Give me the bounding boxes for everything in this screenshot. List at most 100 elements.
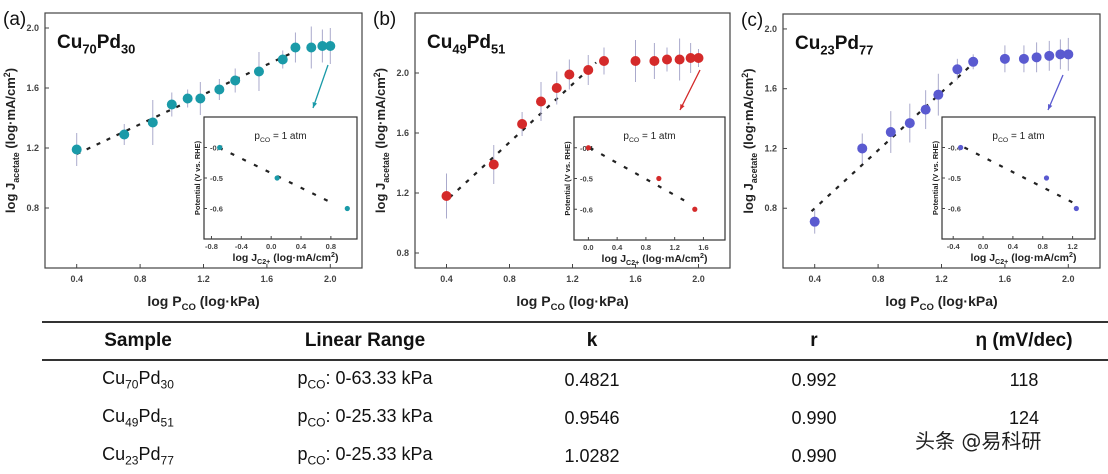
x-tick-label: 0.4 [70,274,83,284]
data-point [968,56,979,67]
x-tick-label: 0.8 [134,274,147,284]
text-part: 2 [700,252,704,260]
y-tick-label: 1.6 [26,83,39,93]
text-part: log J [233,252,258,264]
inset-y-axis-label: Potential (V vs. RHE) [563,141,572,216]
chart-panel-b: (b) Cu49Pd51 0.4 0.8 1.2 1.6 2.0 0.8 1.2 1.6 2.0 lo… [372,9,731,313]
text-part: p [623,131,629,142]
cell-linear-range: pCO: 0-25.33 kPa [234,437,496,474]
data-point [325,41,336,51]
inset-data-point [217,144,223,151]
panel-label: (a) [3,9,26,30]
data-point [857,143,868,154]
inset-data-point [1073,205,1079,212]
y-tick-label: 1.2 [26,143,39,153]
header-eta: η (mV/dec) [940,321,1108,361]
text-part: ) [3,68,18,72]
y-tick-label: 1.6 [396,128,409,138]
chart-title: Cu70Pd30 [57,32,135,57]
arrow-head-icon [312,102,318,108]
text-part: Cu [427,32,452,53]
inset-y-tick-label: -0.6 [948,205,961,214]
y-tick-label: 1.2 [764,143,777,153]
data-point [1044,50,1055,61]
x-tick-label: 2.0 [692,274,705,284]
text-part: log P [516,293,550,309]
inset-x-tick-label: 0.0 [266,242,276,251]
inset-data-point [585,145,591,151]
x-tick-label: 0.4 [440,274,453,284]
data-point [999,53,1010,64]
data-point [1018,53,1029,64]
text-part: (log·mA/cm [639,253,700,265]
x-tick-label: 1.2 [566,274,579,284]
x-tick-label: 0.8 [872,274,885,284]
data-point [630,56,641,66]
table-row: Cu70Pd30 pCO: 0-63.33 kPa 0.4821 0.992 118 [42,360,1108,399]
inset-y-tick-label: -0.6 [580,205,593,214]
inset-y-tick-label: -0.6 [210,205,223,214]
y-axis-label: log Jacetate (log·mA/cm2) [740,68,759,213]
data-point [166,99,177,110]
data-point [317,41,328,51]
inset-annotation: pCO = 1 atm [992,131,1044,144]
text-part: p [992,131,998,142]
data-point [649,56,660,66]
inset-x-tick-label: 0.4 [1008,242,1019,251]
header-r: r [688,321,940,361]
text-part: Cu [795,33,820,54]
text-part: log J [971,252,996,264]
inset-x-tick-label: -0.4 [235,242,249,251]
cell-r: 0.992 [791,369,837,390]
text-part: C2+ [626,259,639,267]
x-axis-label: log PCO (log·kPa) [147,293,259,313]
text-part: 2 [331,251,335,259]
table-header-row: Sample Linear Range k r η (mV/dec) [42,321,1108,361]
chart-title: Cu49Pd51 [427,32,505,57]
text-part: log J [373,183,388,213]
inset-y-tick-label: -0.5 [210,174,223,183]
data-point [182,93,193,104]
data-point [904,118,915,129]
x-axis-label: log PCO (log·kPa) [516,293,628,313]
text-part: = 1 atm [270,131,306,142]
data-point [536,96,546,107]
text-part: (log·mA/cm [3,77,18,152]
text-part: CO [182,302,196,313]
text-part: ) [704,253,708,265]
data-point [1031,52,1042,63]
inset-x-tick-label: 0.0 [583,243,593,252]
inset-x-tick-label: 0.0 [978,242,988,251]
text-part: (log·mA/cm [270,252,331,264]
fit-line [448,61,597,199]
text-part: 30 [121,42,135,57]
cell-eta: 118 [1009,369,1039,390]
inset-x-tick-label: 0.8 [326,242,336,251]
text-part: acetate [381,152,391,183]
data-point [885,127,896,138]
arrow-head-icon [680,104,685,110]
inset-y-axis-label: Potential (V vs. RHE) [931,140,940,215]
inset-x-tick-label: 1.6 [698,243,708,252]
data-point [214,84,225,95]
inset-x-tick-label: 0.8 [1038,242,1048,251]
text-part: Pd [467,32,491,53]
data-point [1055,49,1066,60]
text-part: Cu [57,32,82,53]
inset-y-tick-label: -0.5 [948,174,961,183]
text-part: Pd [835,33,859,54]
data-point [195,93,206,104]
data-point [147,117,158,128]
cell-r: 0.990 [688,437,940,474]
inset-data-point [1043,175,1050,181]
y-tick-label: 0.8 [764,203,777,213]
cell-linear-range: pCO: 0-63.33 kPa [297,368,433,392]
text-part: (log·mA/cm [1008,252,1069,264]
inset-data-point [692,206,698,212]
text-part: 2 [372,72,382,77]
data-point [230,75,241,86]
y-tick-label: 1.6 [764,84,777,94]
text-part: 2 [1069,251,1073,259]
